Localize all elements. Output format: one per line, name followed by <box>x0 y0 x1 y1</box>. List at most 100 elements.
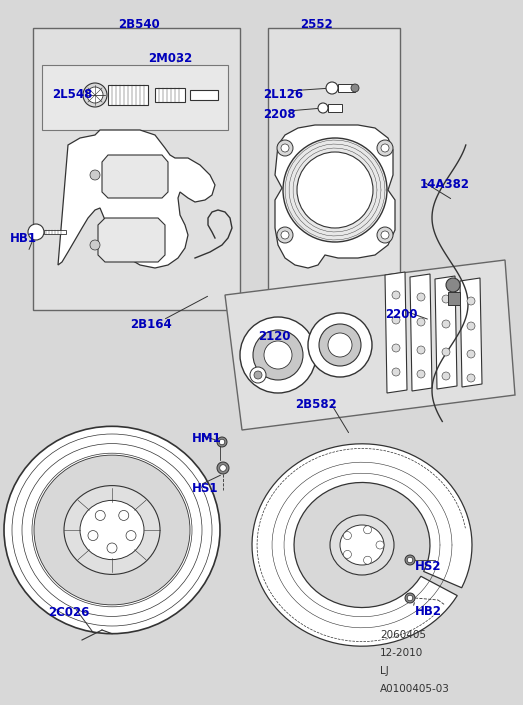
Text: 2L126: 2L126 <box>263 88 303 101</box>
Circle shape <box>381 144 389 152</box>
Polygon shape <box>252 444 472 646</box>
Text: 14A382: 14A382 <box>420 178 470 191</box>
Text: HM1: HM1 <box>192 432 222 445</box>
Ellipse shape <box>330 515 394 575</box>
Polygon shape <box>275 125 395 268</box>
Circle shape <box>119 510 129 520</box>
Text: 2120: 2120 <box>258 330 290 343</box>
Bar <box>328 104 342 112</box>
Text: 2552: 2552 <box>300 18 333 31</box>
Text: 2B540: 2B540 <box>118 18 160 31</box>
Text: 2L548: 2L548 <box>52 88 93 101</box>
Polygon shape <box>98 218 165 262</box>
Circle shape <box>417 370 425 378</box>
Circle shape <box>277 227 293 243</box>
Circle shape <box>107 543 117 553</box>
Circle shape <box>405 593 415 603</box>
Circle shape <box>392 316 400 324</box>
Text: LJ: LJ <box>380 666 389 676</box>
Circle shape <box>392 291 400 299</box>
Circle shape <box>87 87 103 103</box>
Bar <box>268 28 400 310</box>
Bar <box>190 90 218 100</box>
Circle shape <box>344 532 351 539</box>
Polygon shape <box>410 274 432 391</box>
Text: HB2: HB2 <box>415 605 442 618</box>
Ellipse shape <box>34 455 190 605</box>
Circle shape <box>392 344 400 352</box>
Text: 2208: 2208 <box>263 108 295 121</box>
Circle shape <box>405 555 415 565</box>
Circle shape <box>126 531 136 541</box>
Circle shape <box>326 82 338 94</box>
Circle shape <box>467 297 475 305</box>
Circle shape <box>363 526 371 534</box>
Ellipse shape <box>4 427 220 634</box>
Circle shape <box>467 374 475 382</box>
Text: HS1: HS1 <box>192 482 219 495</box>
Text: A0100405-03: A0100405-03 <box>380 684 450 694</box>
Polygon shape <box>460 278 482 387</box>
Circle shape <box>217 437 227 447</box>
Text: 2B164: 2B164 <box>130 318 172 331</box>
Circle shape <box>281 231 289 239</box>
Ellipse shape <box>340 525 384 565</box>
Circle shape <box>363 556 371 564</box>
Circle shape <box>90 240 100 250</box>
Circle shape <box>308 313 372 377</box>
Circle shape <box>344 551 351 558</box>
Circle shape <box>240 317 316 393</box>
Circle shape <box>417 318 425 326</box>
Circle shape <box>319 324 361 366</box>
Ellipse shape <box>64 486 160 575</box>
Circle shape <box>88 531 98 541</box>
Circle shape <box>28 224 44 240</box>
Circle shape <box>467 322 475 330</box>
Circle shape <box>442 320 450 328</box>
Text: 12-2010: 12-2010 <box>380 648 423 658</box>
Bar <box>338 84 355 92</box>
Circle shape <box>90 170 100 180</box>
Circle shape <box>254 371 262 379</box>
Circle shape <box>442 372 450 380</box>
Text: HS2: HS2 <box>415 560 441 573</box>
Text: 2200: 2200 <box>385 308 417 321</box>
Circle shape <box>281 144 289 152</box>
Circle shape <box>217 462 229 474</box>
Text: 2C026: 2C026 <box>48 606 89 619</box>
Circle shape <box>83 83 107 107</box>
Circle shape <box>318 103 328 113</box>
Circle shape <box>446 278 460 292</box>
Circle shape <box>277 140 293 156</box>
Circle shape <box>377 140 393 156</box>
Circle shape <box>328 333 352 357</box>
Bar <box>44 230 66 234</box>
Circle shape <box>442 295 450 303</box>
Text: HB1: HB1 <box>10 232 37 245</box>
Circle shape <box>381 231 389 239</box>
Circle shape <box>377 227 393 243</box>
Bar <box>33 28 240 310</box>
Polygon shape <box>225 260 515 430</box>
Circle shape <box>283 138 387 242</box>
Ellipse shape <box>80 501 144 560</box>
Polygon shape <box>102 155 168 198</box>
Circle shape <box>95 510 105 520</box>
Circle shape <box>219 439 225 445</box>
Circle shape <box>442 348 450 356</box>
Circle shape <box>253 330 303 380</box>
Circle shape <box>467 350 475 358</box>
Text: 2M032: 2M032 <box>148 52 192 65</box>
Circle shape <box>407 557 413 563</box>
Circle shape <box>376 541 384 549</box>
Circle shape <box>250 367 266 383</box>
Bar <box>108 85 148 105</box>
Polygon shape <box>385 272 407 393</box>
Text: 2060405: 2060405 <box>380 630 426 640</box>
Circle shape <box>220 465 226 472</box>
Circle shape <box>297 152 373 228</box>
Circle shape <box>407 595 413 601</box>
Polygon shape <box>435 276 457 389</box>
Bar <box>155 88 185 102</box>
Circle shape <box>417 346 425 354</box>
